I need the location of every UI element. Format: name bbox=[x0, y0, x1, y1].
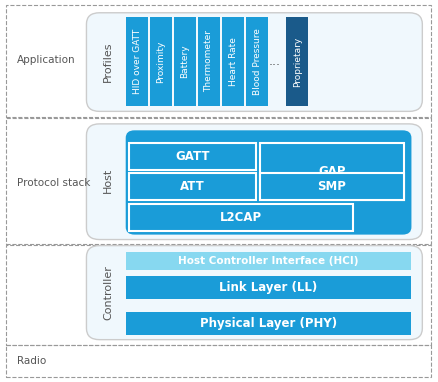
Text: Protocol stack: Protocol stack bbox=[17, 178, 90, 188]
FancyBboxPatch shape bbox=[125, 130, 410, 235]
Bar bbox=[285, 17, 308, 106]
Bar bbox=[259, 173, 403, 201]
Text: Radio: Radio bbox=[17, 356, 46, 366]
Bar bbox=[129, 204, 353, 231]
Bar bbox=[6, 345, 430, 377]
Bar bbox=[221, 17, 244, 106]
Bar bbox=[197, 17, 220, 106]
Bar bbox=[129, 173, 255, 201]
FancyBboxPatch shape bbox=[86, 246, 421, 340]
Text: ...: ... bbox=[268, 55, 280, 68]
Text: Physical Layer (PHY): Physical Layer (PHY) bbox=[200, 317, 336, 330]
Text: Profiles: Profiles bbox=[103, 42, 113, 82]
Text: Blood Pressure: Blood Pressure bbox=[252, 28, 261, 95]
Bar bbox=[125, 312, 410, 335]
Text: Host: Host bbox=[103, 168, 113, 193]
Text: Battery: Battery bbox=[180, 45, 189, 78]
Text: Host Controller Interface (HCI): Host Controller Interface (HCI) bbox=[178, 256, 358, 266]
Bar bbox=[6, 245, 430, 345]
Text: GAP: GAP bbox=[318, 165, 345, 178]
Text: Application: Application bbox=[17, 55, 75, 65]
Bar bbox=[125, 17, 148, 106]
Text: HID over GATT: HID over GATT bbox=[132, 29, 141, 94]
Text: Controller: Controller bbox=[103, 265, 113, 320]
Bar bbox=[125, 252, 410, 270]
Text: GATT: GATT bbox=[175, 150, 209, 163]
FancyBboxPatch shape bbox=[86, 13, 421, 112]
FancyBboxPatch shape bbox=[86, 124, 421, 240]
Text: L2CAP: L2CAP bbox=[220, 210, 262, 224]
Bar bbox=[245, 17, 268, 106]
Text: Thermometer: Thermometer bbox=[204, 31, 213, 92]
Bar bbox=[125, 276, 410, 299]
Bar bbox=[259, 143, 403, 201]
Bar bbox=[6, 118, 430, 244]
Bar bbox=[149, 17, 172, 106]
Text: Proximity: Proximity bbox=[156, 40, 165, 83]
Text: Proprietary: Proprietary bbox=[292, 36, 301, 87]
Text: Heart Rate: Heart Rate bbox=[228, 37, 237, 86]
Bar bbox=[129, 143, 255, 170]
Text: Link Layer (LL): Link Layer (LL) bbox=[219, 281, 317, 294]
Bar bbox=[173, 17, 196, 106]
Bar bbox=[6, 5, 430, 117]
Text: ATT: ATT bbox=[180, 180, 205, 193]
Text: SMP: SMP bbox=[317, 180, 346, 193]
